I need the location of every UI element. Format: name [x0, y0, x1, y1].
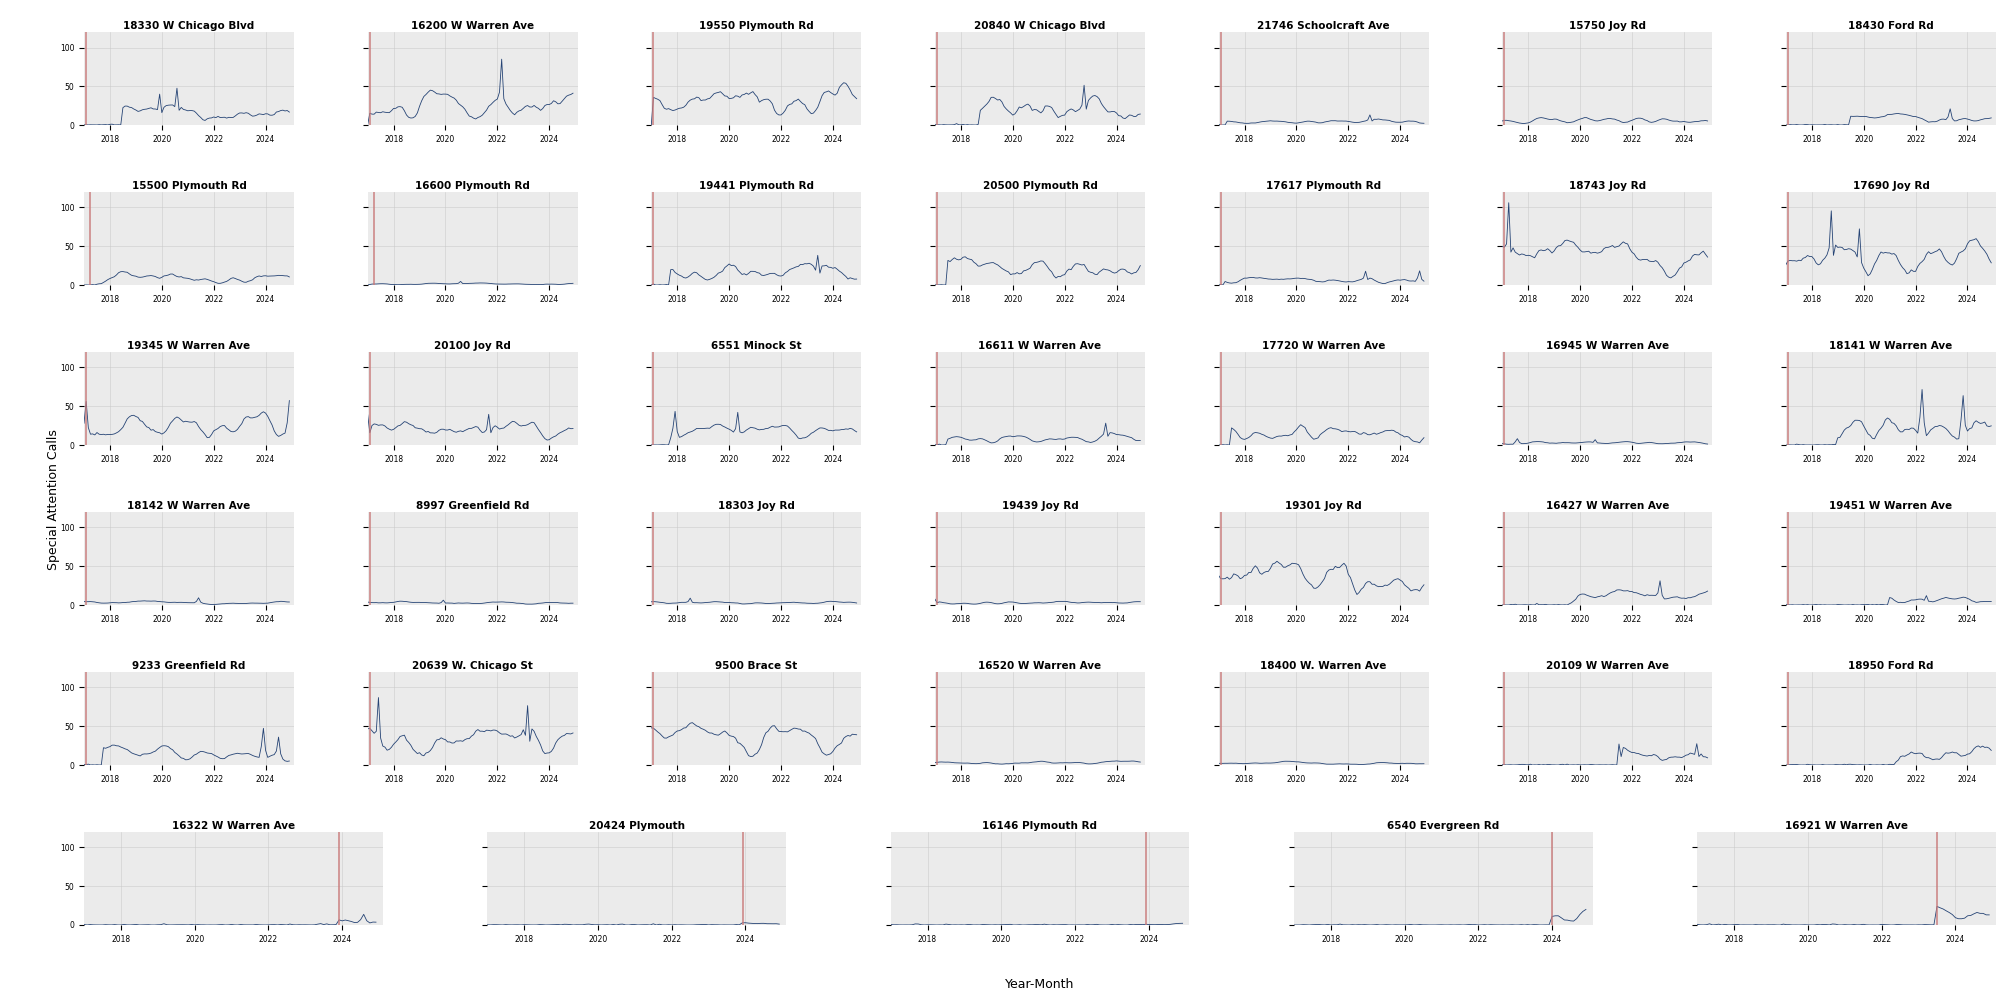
- Title: 18303 Joy Rd: 18303 Joy Rd: [718, 501, 794, 511]
- Title: 18950 Ford Rd: 18950 Ford Rd: [1848, 661, 1934, 671]
- Title: 18430 Ford Rd: 18430 Ford Rd: [1848, 21, 1934, 31]
- Title: 20840 W Chicago Blvd: 20840 W Chicago Blvd: [974, 21, 1106, 31]
- Title: 15500 Plymouth Rd: 15500 Plymouth Rd: [132, 181, 246, 191]
- Title: 18142 W Warren Ave: 18142 W Warren Ave: [128, 501, 250, 511]
- Title: 19441 Plymouth Rd: 19441 Plymouth Rd: [698, 181, 814, 191]
- Title: 6551 Minock St: 6551 Minock St: [712, 341, 802, 351]
- Title: 16322 W Warren Ave: 16322 W Warren Ave: [172, 821, 294, 831]
- Title: 20639 W. Chicago St: 20639 W. Chicago St: [412, 661, 534, 671]
- Title: 19301 Joy Rd: 19301 Joy Rd: [1286, 501, 1362, 511]
- Title: 20109 W Warren Ave: 20109 W Warren Ave: [1546, 661, 1668, 671]
- Title: 18141 W Warren Ave: 18141 W Warren Ave: [1830, 341, 1952, 351]
- Title: 16200 W Warren Ave: 16200 W Warren Ave: [412, 21, 534, 31]
- Title: 20500 Plymouth Rd: 20500 Plymouth Rd: [982, 181, 1098, 191]
- Title: 16611 W Warren Ave: 16611 W Warren Ave: [978, 341, 1102, 351]
- Title: 16921 W Warren Ave: 16921 W Warren Ave: [1786, 821, 1908, 831]
- Title: 17690 Joy Rd: 17690 Joy Rd: [1852, 181, 1930, 191]
- Title: 16146 Plymouth Rd: 16146 Plymouth Rd: [982, 821, 1098, 831]
- Title: 21746 Schoolcraft Ave: 21746 Schoolcraft Ave: [1258, 21, 1390, 31]
- Title: 17617 Plymouth Rd: 17617 Plymouth Rd: [1266, 181, 1382, 191]
- Title: 8997 Greenfield Rd: 8997 Greenfield Rd: [416, 501, 530, 511]
- Title: 18400 W. Warren Ave: 18400 W. Warren Ave: [1260, 661, 1386, 671]
- Title: 6540 Evergreen Rd: 6540 Evergreen Rd: [1388, 821, 1500, 831]
- Title: 16427 W Warren Ave: 16427 W Warren Ave: [1546, 501, 1668, 511]
- Text: Special Attention Calls: Special Attention Calls: [48, 430, 60, 570]
- Title: 9233 Greenfield Rd: 9233 Greenfield Rd: [132, 661, 246, 671]
- Title: 20100 Joy Rd: 20100 Joy Rd: [434, 341, 512, 351]
- Title: 17720 W Warren Ave: 17720 W Warren Ave: [1262, 341, 1386, 351]
- Title: 18743 Joy Rd: 18743 Joy Rd: [1568, 181, 1646, 191]
- Text: Year-Month: Year-Month: [1006, 978, 1074, 992]
- Title: 20424 Plymouth: 20424 Plymouth: [588, 821, 684, 831]
- Title: 16600 Plymouth Rd: 16600 Plymouth Rd: [416, 181, 530, 191]
- Title: 15750 Joy Rd: 15750 Joy Rd: [1568, 21, 1646, 31]
- Title: 16945 W Warren Ave: 16945 W Warren Ave: [1546, 341, 1668, 351]
- Title: 19451 W Warren Ave: 19451 W Warren Ave: [1830, 501, 1952, 511]
- Title: 19345 W Warren Ave: 19345 W Warren Ave: [128, 341, 250, 351]
- Title: 19439 Joy Rd: 19439 Joy Rd: [1002, 501, 1078, 511]
- Title: 9500 Brace St: 9500 Brace St: [716, 661, 798, 671]
- Title: 18330 W Chicago Blvd: 18330 W Chicago Blvd: [124, 21, 254, 31]
- Title: 19550 Plymouth Rd: 19550 Plymouth Rd: [698, 21, 814, 31]
- Title: 16520 W Warren Ave: 16520 W Warren Ave: [978, 661, 1102, 671]
